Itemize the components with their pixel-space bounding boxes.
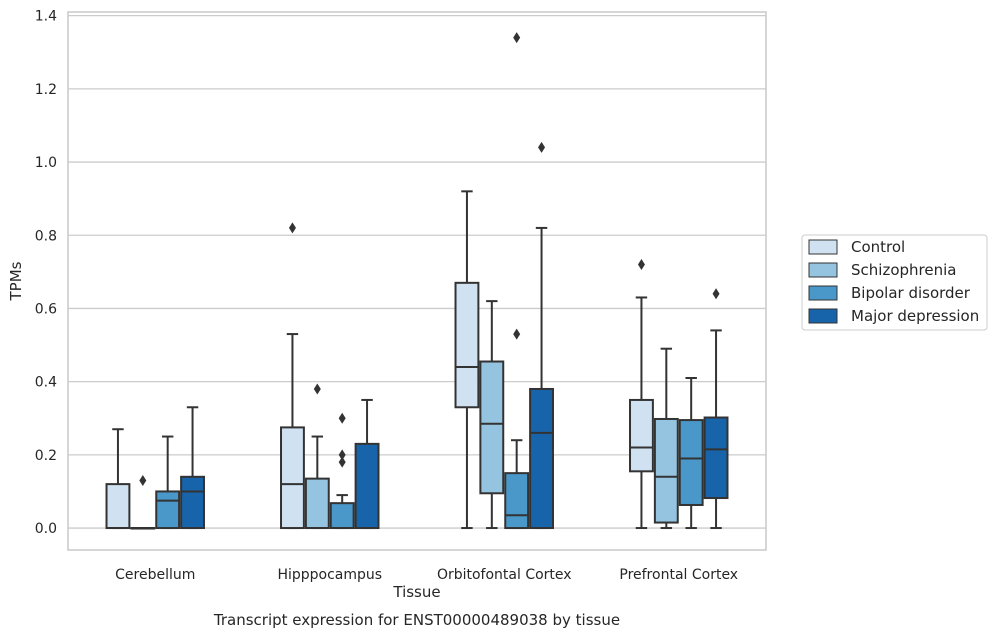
- y-tick-label: 1.2: [35, 82, 57, 98]
- y-tick-label: 0.8: [35, 228, 57, 244]
- legend-frame: [801, 234, 988, 331]
- legend-label: Schizophrenia: [851, 261, 956, 279]
- box-group: [354, 398, 380, 530]
- y-tick-label: 1.0: [35, 155, 57, 171]
- box: [703, 416, 729, 500]
- outlier-point: [288, 222, 296, 234]
- y-axis-title: TPMs: [7, 261, 25, 301]
- outlier-point: [338, 412, 346, 424]
- legend-swatch: [808, 239, 838, 255]
- legend-swatch: [808, 262, 838, 278]
- outlier-point: [637, 259, 645, 271]
- y-tick-labels: 0.0 0.2 0.4 0.6 0.8 1.0 1.2 1.4: [35, 9, 57, 537]
- outlier-point: [139, 474, 147, 486]
- box: [629, 398, 654, 473]
- box: [304, 477, 330, 530]
- box-group: [304, 383, 330, 530]
- x-tick-label: Hipppocampus: [277, 567, 382, 583]
- y-tick-label: 0.6: [35, 301, 57, 317]
- box: [479, 360, 505, 495]
- box-group: [329, 412, 355, 530]
- box-group: [529, 141, 554, 530]
- outlier-point: [313, 383, 321, 395]
- box: [454, 281, 480, 409]
- box-group: [180, 406, 205, 530]
- outlier-point: [513, 32, 521, 44]
- outlier-point: [338, 449, 346, 461]
- x-tick-label: Orbitofontal Cortex: [437, 567, 572, 583]
- x-tick-label: Prefrontal Cortex: [619, 567, 738, 583]
- box-group: [703, 288, 729, 530]
- plot-frame: [67, 11, 767, 551]
- x-axis-title: Tissue: [392, 583, 440, 601]
- x-tick-label: Cerebellum: [115, 567, 195, 583]
- box-group: [105, 428, 131, 530]
- x-tick-labels: Cerebellum Hipppocampus Orbitofontal Corte…: [115, 567, 738, 583]
- box-group: [653, 347, 679, 530]
- legend-label: Control: [851, 238, 905, 256]
- box-group: [678, 376, 704, 530]
- box-group: [629, 259, 654, 530]
- chart-caption: Transcript expression for ENST0000048903…: [213, 611, 620, 629]
- box-group: [479, 300, 505, 530]
- legend-swatch: [808, 308, 838, 324]
- box: [105, 483, 131, 530]
- box-group: [130, 474, 156, 530]
- y-tick-label: 0.2: [35, 448, 57, 464]
- box: [155, 490, 181, 530]
- box-plots: [105, 32, 729, 530]
- box: [354, 442, 380, 530]
- box: [653, 417, 679, 524]
- y-tick-label: 1.4: [35, 9, 57, 25]
- y-tick-label: 0.4: [35, 375, 57, 391]
- legend-label: Bipolar disorder: [851, 284, 971, 302]
- box-group: [454, 190, 480, 530]
- legend: Control Schizophrenia Bipolar disorder Majo…: [801, 234, 988, 331]
- box: [329, 502, 355, 530]
- box: [280, 426, 305, 530]
- outlier-point: [513, 328, 521, 340]
- legend-swatch: [808, 285, 838, 301]
- box: [678, 419, 704, 506]
- box: [529, 387, 554, 530]
- box: [180, 475, 205, 530]
- y-tick-label: 0.0: [35, 521, 57, 537]
- legend-label: Major depression: [851, 307, 979, 325]
- box: [504, 472, 530, 530]
- box-group: [155, 435, 181, 530]
- box-group: [280, 222, 305, 530]
- outlier-point: [338, 456, 346, 468]
- box-group: [504, 32, 530, 530]
- outlier-point: [538, 141, 546, 153]
- outlier-point: [712, 288, 720, 300]
